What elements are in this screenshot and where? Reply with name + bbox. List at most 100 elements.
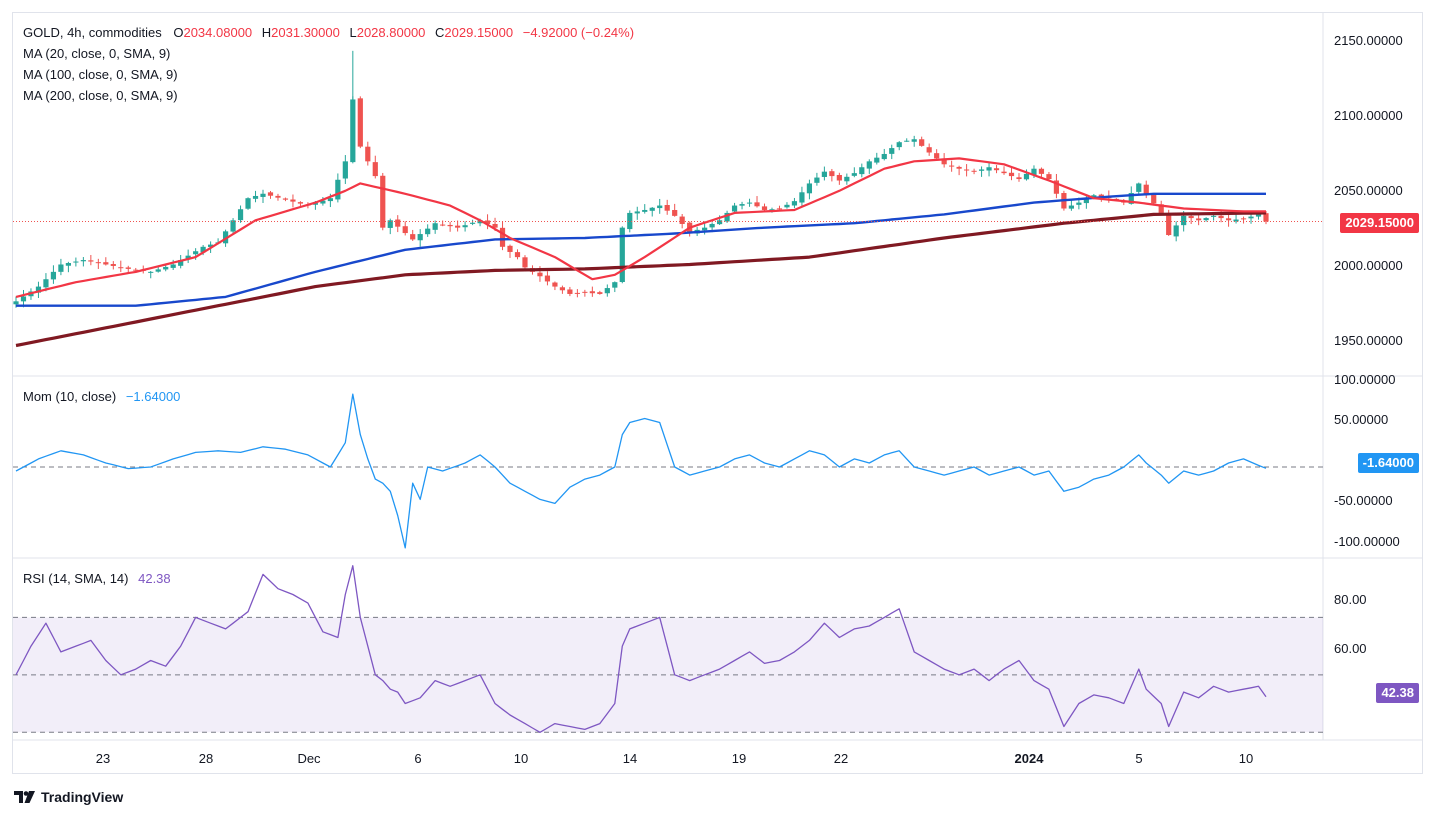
candle-body: [761, 206, 768, 210]
candle-body: [746, 202, 753, 204]
candle-body: [956, 166, 962, 169]
candle-body: [1240, 218, 1247, 220]
candle-body: [499, 227, 506, 247]
time-tick: 5: [1135, 751, 1143, 766]
candle-body: [103, 262, 109, 265]
change-value: −4.92000 (−0.24%): [522, 25, 635, 40]
candle-body: [1046, 174, 1052, 180]
price-tick: 2150.00000: [1334, 33, 1403, 48]
high-value: 2031.30000: [271, 25, 340, 40]
candle-body: [889, 148, 895, 154]
time-tick: 28: [198, 751, 214, 766]
candle-body: [387, 220, 393, 228]
time-tick: 22: [833, 751, 849, 766]
candle-body: [1166, 213, 1172, 236]
candle-body: [702, 227, 708, 231]
candle-body: [507, 245, 513, 252]
candle-body: [237, 209, 244, 221]
candle-body: [859, 167, 865, 175]
candle-body: [514, 252, 521, 258]
mom-tick: -100.00000: [1334, 534, 1400, 549]
mom-tick: 100.00000: [1334, 372, 1396, 387]
candle-body: [200, 246, 206, 253]
candle-body: [874, 157, 880, 163]
candle-body: [484, 220, 491, 224]
candle-body: [1196, 218, 1202, 221]
candle-body: [50, 271, 57, 280]
candle-body: [836, 174, 842, 181]
rsi-band-fill: [13, 617, 1323, 733]
candle-body: [754, 202, 760, 207]
candle-body: [95, 262, 101, 264]
candle-body: [282, 198, 289, 200]
low-label: L: [349, 25, 357, 40]
mom-tick: -50.00000: [1334, 493, 1393, 508]
candle-body: [866, 161, 872, 169]
candle-body: [1076, 202, 1082, 205]
candle-body: [904, 140, 910, 142]
candle-body: [791, 201, 798, 206]
candle-body: [365, 146, 371, 162]
candle-body: [58, 264, 64, 272]
candle-body: [148, 271, 154, 273]
ma100-legend[interactable]: MA (100, close, 0, SMA, 9): [23, 67, 178, 82]
tradingview-logo[interactable]: TradingView: [14, 789, 123, 805]
candle-body: [1211, 215, 1217, 217]
price-tick: 2100.00000: [1334, 108, 1403, 123]
candle-body: [941, 158, 947, 165]
candle-body: [844, 176, 850, 182]
candle-body: [582, 291, 588, 293]
candle-body: [1023, 173, 1030, 180]
candle-body: [799, 192, 805, 203]
candle-body: [978, 169, 985, 171]
candle-body: [1001, 171, 1007, 174]
rsi-label: RSI (14, SMA, 14): [23, 571, 129, 586]
candle-body: [919, 139, 925, 146]
candle-body: [1128, 193, 1134, 204]
candle-body: [537, 272, 543, 277]
low-value: 2028.80000: [356, 25, 426, 40]
rsi-value: 42.38: [138, 571, 171, 586]
candle-body: [1255, 214, 1262, 217]
candle-body: [739, 204, 745, 206]
candle-body: [1008, 172, 1015, 177]
rsi-tick: 60.00: [1334, 641, 1367, 656]
candle-body: [440, 224, 446, 226]
candle-body: [1136, 183, 1142, 192]
rsi-legend[interactable]: RSI (14, SMA, 14) 42.38: [23, 570, 171, 587]
candle-body: [163, 266, 169, 270]
candle-body: [949, 165, 955, 167]
candle-body: [612, 282, 618, 288]
candle-body: [13, 301, 19, 305]
ma200-line: [15, 211, 1267, 348]
candle-body: [1248, 216, 1254, 219]
candle-body: [1218, 215, 1224, 219]
candle-body: [350, 99, 356, 163]
candle-body: [1203, 218, 1209, 221]
candle-body: [432, 223, 438, 230]
candle-body: [821, 171, 827, 177]
candle-body: [73, 261, 79, 263]
mom-legend[interactable]: Mom (10, close) −1.64000: [23, 388, 180, 405]
chart-frame: [12, 12, 1423, 774]
candle-body: [1143, 184, 1149, 194]
open-value: 2034.08000: [183, 25, 253, 40]
candle-body: [574, 292, 580, 294]
candle-body: [43, 279, 49, 288]
candle-body: [425, 228, 431, 235]
ma200-legend[interactable]: MA (200, close, 0, SMA, 9): [23, 88, 178, 103]
candle-body: [1091, 195, 1097, 198]
time-tick: Dec: [297, 751, 321, 766]
symbol-label[interactable]: GOLD, 4h, commodities: [23, 25, 162, 40]
candle-body: [357, 98, 363, 147]
time-tick: 10: [1238, 751, 1254, 766]
candle-body: [544, 275, 551, 282]
ma20-legend[interactable]: MA (20, close, 0, SMA, 9): [23, 46, 171, 61]
candle-body: [110, 264, 116, 266]
open-label: O: [173, 25, 184, 40]
candle-body: [267, 192, 274, 196]
candle-body: [260, 193, 266, 197]
candle-body: [230, 220, 236, 232]
candle-body: [776, 208, 783, 210]
